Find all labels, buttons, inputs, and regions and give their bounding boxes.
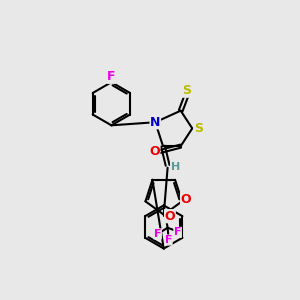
- Text: O: O: [181, 193, 191, 206]
- Text: F: F: [107, 70, 116, 83]
- Text: H: H: [171, 162, 180, 172]
- Text: F: F: [154, 229, 161, 239]
- Text: O: O: [149, 145, 160, 158]
- Text: O: O: [165, 210, 175, 223]
- Text: F: F: [165, 235, 172, 245]
- Text: F: F: [174, 227, 182, 237]
- Text: S: S: [194, 122, 203, 135]
- Text: S: S: [182, 84, 191, 97]
- Text: N: N: [150, 116, 160, 129]
